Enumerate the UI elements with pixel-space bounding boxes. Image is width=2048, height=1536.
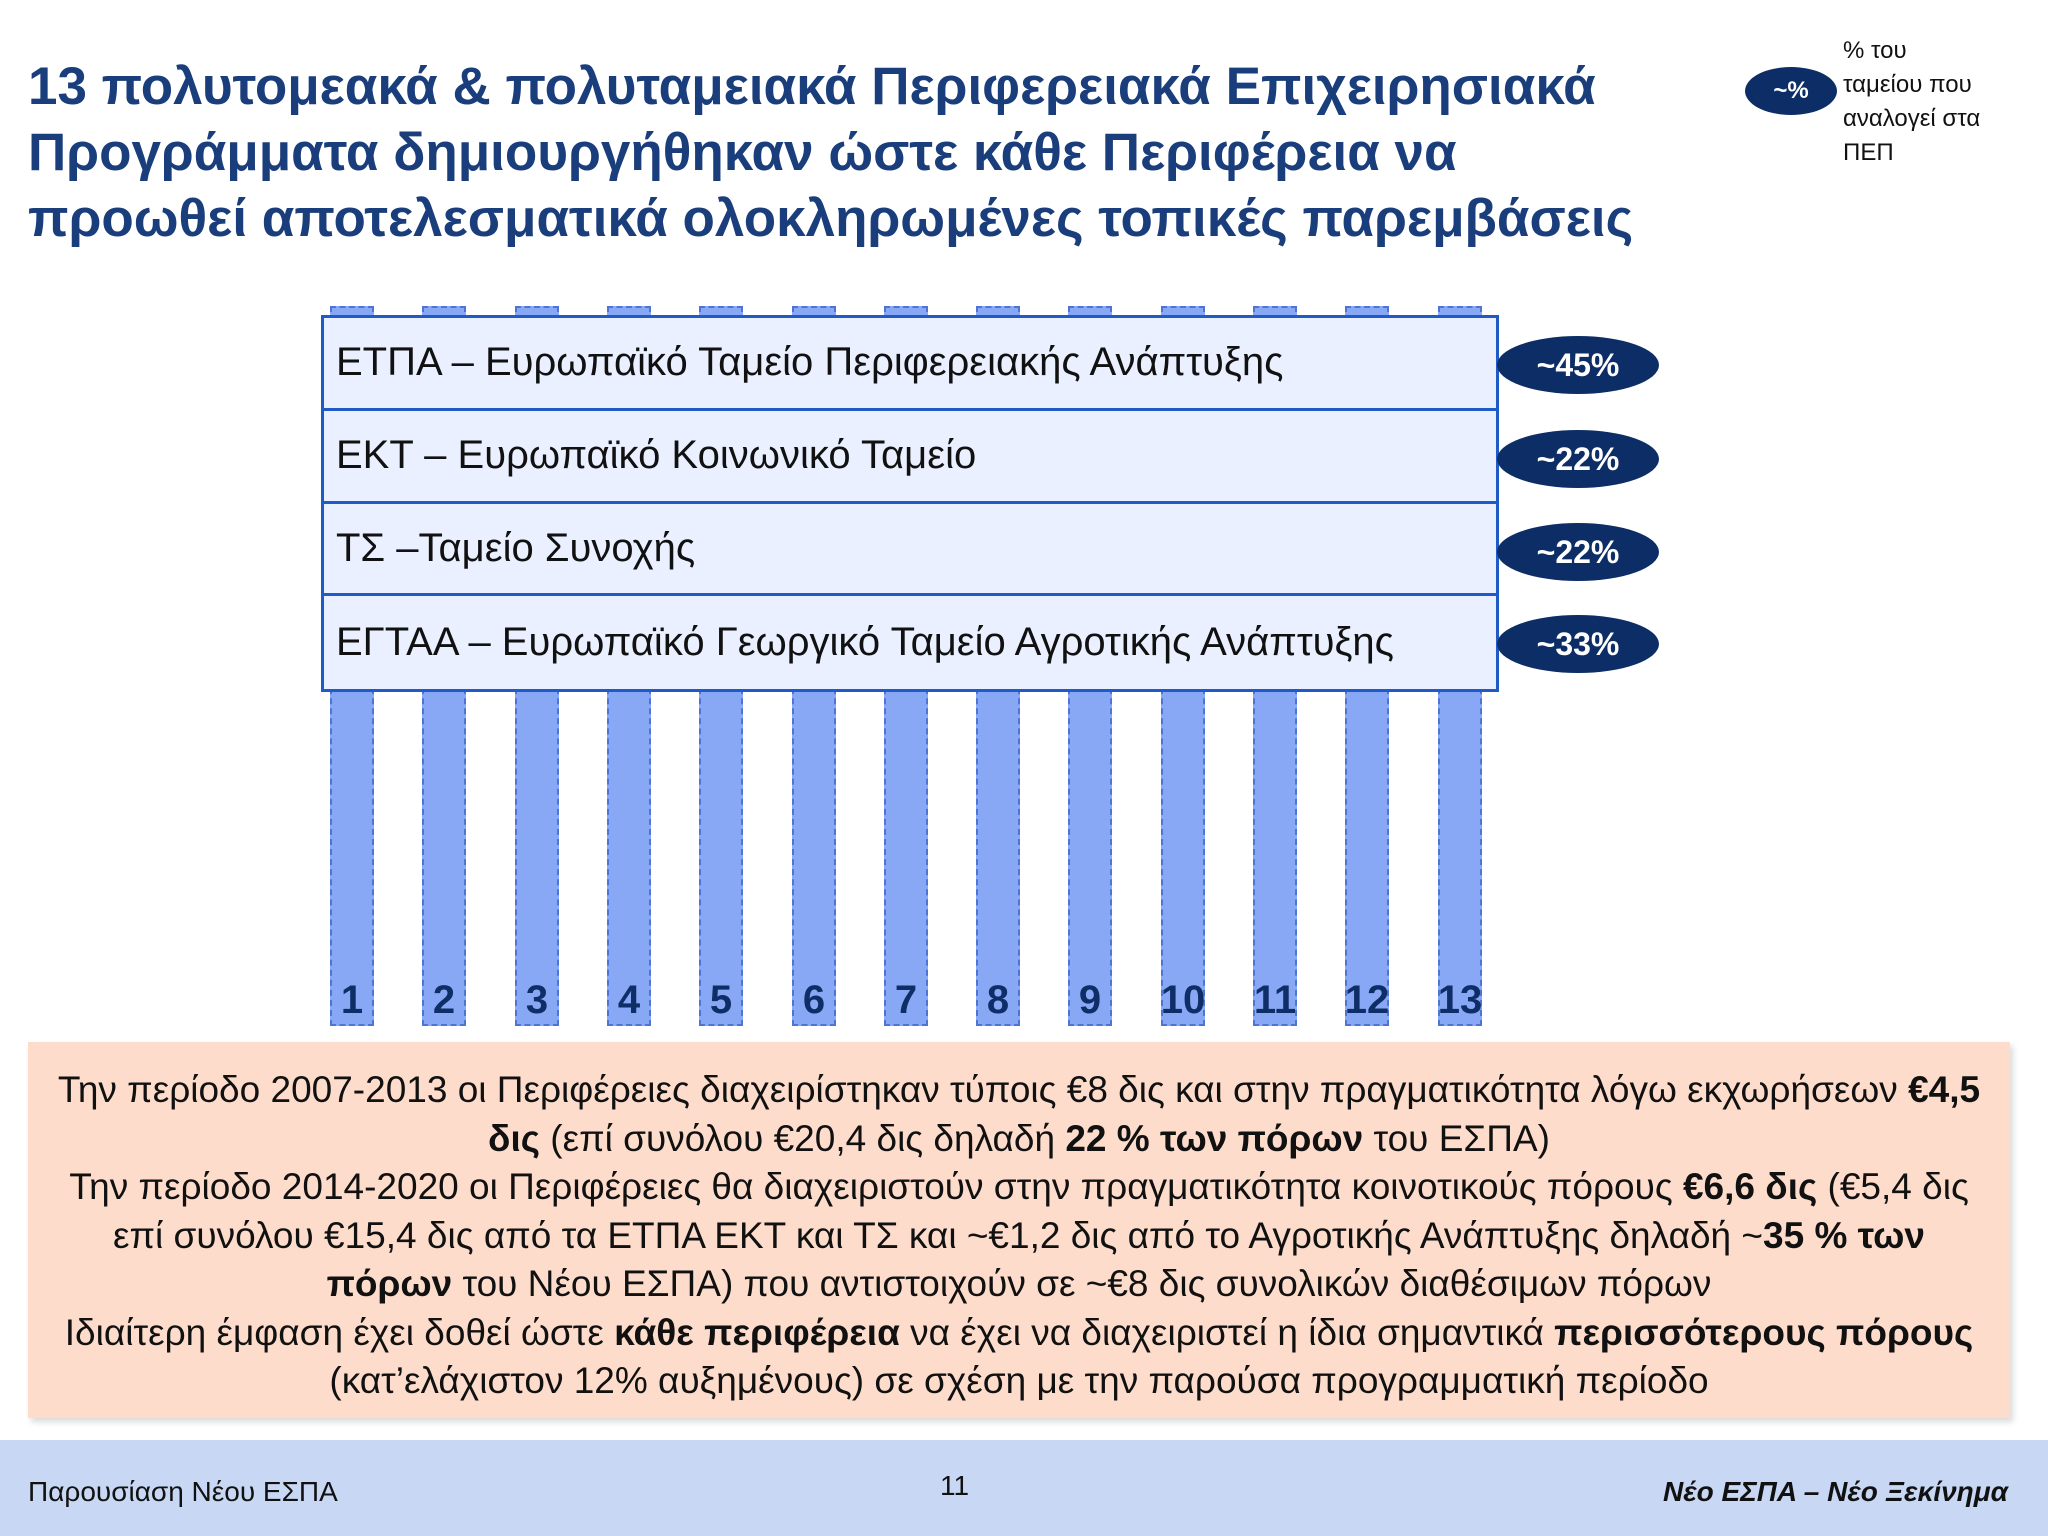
- fund-share-badge-ts: ~22%: [1497, 523, 1659, 581]
- program-number: 8: [986, 978, 1010, 1022]
- info-text: να έχει να διαχειριστεί η ίδια σημαντικά: [899, 1311, 1555, 1353]
- program-number: 11: [1253, 978, 1297, 1022]
- legend-badge: ~%: [1745, 67, 1837, 115]
- legend-line: αναλογεί στα: [1843, 105, 1981, 132]
- fund-row-egtaa: ΕΓΤΑΑ – Ευρωπαϊκό Γεωργικό Ταμείο Αγροτι…: [336, 620, 1394, 665]
- program-number: 1: [340, 978, 364, 1022]
- title-line: Προγράμματα δημιουργήθηκαν ώστε κάθε Περ…: [28, 123, 1457, 182]
- fund-row-ekt: ΕΚΤ – Ευρωπαϊκό Κοινωνικό Ταμείο: [324, 411, 1496, 504]
- program-number: 5: [709, 978, 733, 1022]
- info-highlight: €4,5 δις: [488, 1069, 1981, 1159]
- footer-presentation-title: Παρουσίαση Νέου ΕΣΠΑ: [28, 1476, 338, 1507]
- title-line: 13 πολυτομεακά & πολυταμειακά Περιφερεια…: [28, 57, 1596, 116]
- info-highlight: €6,6 δις: [1682, 1166, 1818, 1207]
- program-number: 13: [1437, 978, 1483, 1022]
- title-line: προωθεί αποτελεσματικά ολοκληρωμένες τοπ…: [28, 189, 1634, 248]
- info-text: Την περίοδο 2007-2013 οι Περιφέρειες δια…: [57, 1069, 1909, 1110]
- program-number: 7: [894, 978, 918, 1022]
- program-number: 6: [802, 978, 826, 1022]
- fund-table: ΕΤΠΑ – Ευρωπαϊκό Ταμείο Περιφερειακής Αν…: [321, 315, 1499, 692]
- legend-line: ταμείου που: [1843, 71, 1972, 98]
- program-number: 10: [1160, 978, 1206, 1022]
- info-paragraph-emphasis: Ιδιαίτερη έμφαση έχει δοθεί ώστε κάθε πε…: [46, 1309, 1992, 1406]
- info-text: (€5,4 δις επί συνόλου €15,4 δις από τα Ε…: [113, 1166, 1969, 1256]
- legend-text: % του ταμείου που αναλογεί στα ΠΕΠ: [1843, 34, 2043, 170]
- program-number: 9: [1078, 978, 1102, 1022]
- info-text: του ΕΣΠΑ): [1363, 1117, 1550, 1159]
- program-number: 4: [617, 978, 641, 1022]
- info-highlight: κάθε περιφέρεια: [614, 1311, 900, 1353]
- page-number: 11: [940, 1470, 970, 1501]
- legend-line: % του: [1843, 37, 1907, 64]
- legend-line: ΠΕΠ: [1843, 139, 1894, 166]
- program-number: 3: [525, 978, 549, 1022]
- info-highlight: 22 % των πόρων: [1065, 1117, 1364, 1159]
- info-text: (επί συνόλου €20,4 δις δηλαδή: [540, 1117, 1066, 1159]
- program-number: 12: [1344, 978, 1390, 1022]
- fund-share-badge-egtaa: ~33%: [1497, 615, 1659, 673]
- info-paragraph-2014: Την περίοδο 2014-2020 οι Περιφέρειες θα …: [46, 1163, 1992, 1309]
- page-title: 13 πολυτομεακά & πολυταμειακά Περιφερεια…: [28, 54, 1768, 252]
- info-highlight: 35 % των πόρων: [326, 1214, 1925, 1305]
- info-text: Ιδιαίτερη έμφαση έχει δοθεί ώστε: [64, 1311, 615, 1353]
- info-text: του Νέου ΕΣΠΑ) που αντιστοιχούν σε ~€8 δ…: [452, 1263, 1712, 1304]
- info-box: Την περίοδο 2007-2013 οι Περιφέρειες δια…: [28, 1042, 2010, 1418]
- footer: Παρουσίαση Νέου ΕΣΠΑ 11 Νέο ΕΣΠΑ – Νέο Ξ…: [0, 1440, 2048, 1536]
- footer-slogan: Νέο ΕΣΠΑ – Νέο Ξεκίνημα: [1663, 1476, 2008, 1507]
- info-text: Την περίοδο 2014-2020 οι Περιφέρειες θα …: [69, 1166, 1683, 1207]
- info-paragraph-2007: Την περίοδο 2007-2013 οι Περιφέρειες δια…: [46, 1066, 1992, 1163]
- fund-share-badge-ekt: ~22%: [1497, 430, 1659, 488]
- fund-row-etpa: ΕΤΠΑ – Ευρωπαϊκό Ταμείο Περιφερειακής Αν…: [324, 318, 1496, 411]
- program-number: 2: [432, 978, 456, 1022]
- fund-share-badge-etpa: ~45%: [1497, 336, 1659, 394]
- info-text: (κατ’ελάχιστον 12% αυξημένους) σε σχέση …: [329, 1360, 1709, 1401]
- info-highlight: περισσότερους πόρους: [1554, 1311, 1974, 1353]
- fund-row-ts: ΤΣ –Ταμείο Συνοχής: [324, 504, 1496, 597]
